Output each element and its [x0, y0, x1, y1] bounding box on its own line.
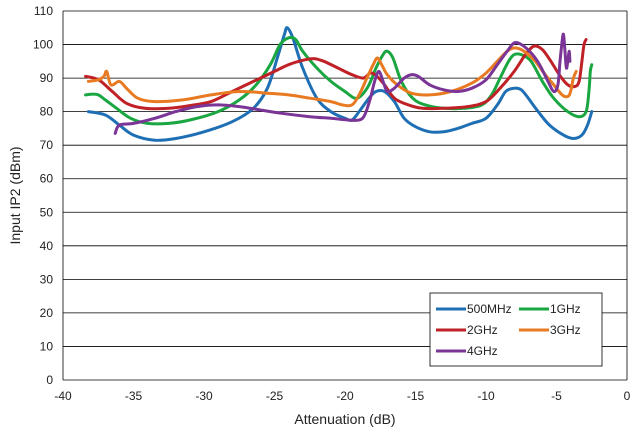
legend-label-3ghz: 3GHz — [550, 323, 581, 337]
y-tick-label: 70 — [40, 138, 54, 152]
y-tick-label: 90 — [40, 71, 54, 85]
x-tick-label: -25 — [266, 389, 284, 403]
y-tick-label: 60 — [40, 172, 54, 186]
x-tick-label: -10 — [477, 389, 495, 403]
x-axis-title: Attenuation (dB) — [294, 411, 395, 427]
y-tick-label: 100 — [33, 38, 53, 52]
x-tick-label: -5 — [551, 389, 562, 403]
series-line-1ghz — [84, 35, 594, 126]
x-tick-label: -35 — [125, 389, 143, 403]
x-tick-label: -20 — [336, 389, 354, 403]
legend-label-2ghz: 2GHz — [467, 323, 498, 337]
legend-label-500mhz: 500MHz — [467, 302, 512, 316]
x-tick-label: -15 — [407, 389, 425, 403]
x-tick-label: -40 — [54, 389, 72, 403]
y-axis-title: Input IP2 (dBm) — [7, 146, 23, 244]
y-tick-label: 10 — [40, 339, 54, 353]
y-tick-labels: 0 10 20 30 40 50 60 70 80 90 100 110 — [33, 4, 53, 387]
series-line-4ghz — [113, 32, 572, 135]
x-tick-labels: -40 -35 -30 -25 -20 -15 -10 -5 0 — [54, 389, 630, 403]
y-tick-label: 110 — [34, 4, 53, 18]
y-tick-label: 50 — [40, 205, 54, 219]
y-tick-label: 20 — [40, 306, 54, 320]
x-tick-label: 0 — [624, 389, 630, 403]
series-line-3ghz — [86, 46, 578, 108]
series-line-500mhz — [86, 26, 594, 142]
y-tick-label: 30 — [40, 272, 54, 286]
grid-lines — [62, 10, 628, 381]
legend-label-4ghz: 4GHz — [467, 344, 498, 358]
y-tick-label: 40 — [40, 239, 54, 253]
y-tick-label: 80 — [40, 105, 54, 119]
legend-label-1ghz: 1GHz — [550, 302, 581, 316]
y-tick-label: 0 — [46, 373, 53, 387]
x-tick-label: -30 — [195, 389, 213, 403]
legend: 500MHz 1GHz 2GHz 3GHz 4GHz — [429, 292, 603, 367]
series-lines — [84, 26, 594, 142]
